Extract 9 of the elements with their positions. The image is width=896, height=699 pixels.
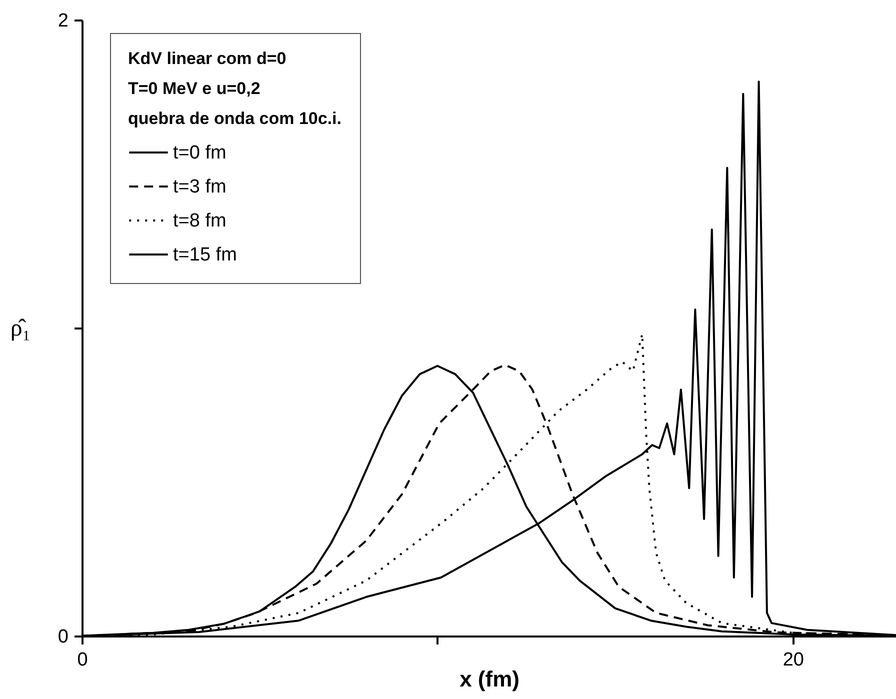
legend-title: KdV linear com d=0 T=0 MeV e u=0,2 quebra de onda com 10c.i. <box>128 49 342 128</box>
x-tick-label: 20 <box>782 650 804 670</box>
legend-label: t=0 fm <box>173 142 226 164</box>
legend-label: t=8 fm <box>173 210 226 232</box>
legend-label: t=3 fm <box>173 176 226 198</box>
y-tick-label: 2 <box>58 10 68 32</box>
y-axis-title: ρ̂₁ <box>10 316 31 342</box>
legend-label: t=15 fm <box>173 244 237 266</box>
x-axis-title: x (fm) <box>460 666 520 692</box>
